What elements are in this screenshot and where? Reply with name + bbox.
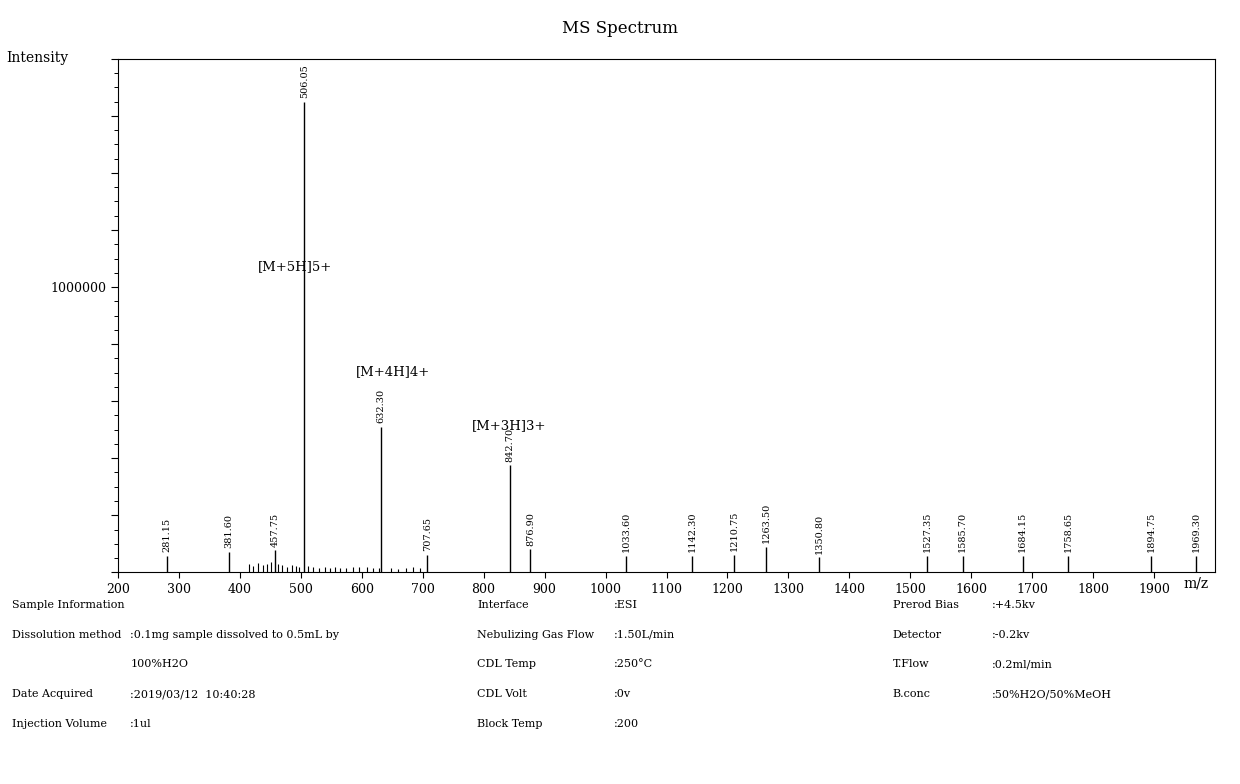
Text: :200: :200	[614, 719, 639, 729]
Text: :+4.5kv: :+4.5kv	[992, 600, 1035, 610]
Text: Interface: Interface	[477, 600, 529, 610]
Text: 1142.30: 1142.30	[688, 512, 697, 553]
Text: 1527.35: 1527.35	[923, 512, 931, 553]
Text: :2019/03/12  10:40:28: :2019/03/12 10:40:28	[130, 689, 255, 699]
Text: 1263.50: 1263.50	[761, 503, 771, 543]
Text: CDL Volt: CDL Volt	[477, 689, 527, 699]
Text: CDL Temp: CDL Temp	[477, 659, 537, 670]
Text: [M+5H]5+: [M+5H]5+	[258, 260, 332, 273]
Text: 1033.60: 1033.60	[621, 512, 630, 553]
Text: :250°C: :250°C	[614, 659, 653, 670]
Text: :1.50L/min: :1.50L/min	[614, 630, 675, 640]
Text: :1ul: :1ul	[130, 719, 151, 729]
Text: 381.60: 381.60	[224, 514, 233, 548]
Text: Detector: Detector	[893, 630, 942, 640]
Text: 632.30: 632.30	[377, 390, 386, 423]
Text: :ESI: :ESI	[614, 600, 637, 610]
Text: 1585.70: 1585.70	[959, 512, 967, 553]
Text: 1350.80: 1350.80	[815, 514, 823, 554]
Text: 457.75: 457.75	[270, 513, 279, 546]
Text: [M+3H]3+: [M+3H]3+	[471, 419, 546, 433]
Text: 281.15: 281.15	[162, 518, 172, 553]
Text: Intensity: Intensity	[6, 51, 68, 65]
Text: 876.90: 876.90	[526, 512, 534, 546]
Text: :0.1mg sample dissolved to 0.5mL by: :0.1mg sample dissolved to 0.5mL by	[130, 630, 340, 640]
Text: :0.2ml/min: :0.2ml/min	[992, 659, 1053, 670]
Text: 1758.65: 1758.65	[1064, 512, 1073, 553]
Text: 842.70: 842.70	[505, 428, 515, 462]
Text: 1684.15: 1684.15	[1018, 512, 1027, 553]
Text: MS Spectrum: MS Spectrum	[562, 20, 678, 37]
Text: :50%H2O/50%MeOH: :50%H2O/50%MeOH	[992, 689, 1112, 699]
Text: B.conc: B.conc	[893, 689, 931, 699]
Text: Nebulizing Gas Flow: Nebulizing Gas Flow	[477, 630, 594, 640]
Text: 100%H2O: 100%H2O	[130, 659, 188, 670]
Text: Date Acquired: Date Acquired	[12, 689, 93, 699]
Text: [M+4H]4+: [M+4H]4+	[356, 365, 430, 379]
Text: T.Flow: T.Flow	[893, 659, 930, 670]
Text: 1210.75: 1210.75	[729, 511, 739, 551]
Text: :-0.2kv: :-0.2kv	[992, 630, 1030, 640]
Text: Block Temp: Block Temp	[477, 719, 543, 729]
Text: 1894.75: 1894.75	[1147, 512, 1156, 553]
Text: m/z: m/z	[1184, 576, 1209, 590]
Text: Dissolution method: Dissolution method	[12, 630, 122, 640]
Text: :0v: :0v	[614, 689, 631, 699]
Text: 1969.30: 1969.30	[1192, 512, 1202, 553]
Text: Injection Volume: Injection Volume	[12, 719, 108, 729]
Text: 506.05: 506.05	[300, 64, 309, 98]
Text: 707.65: 707.65	[423, 517, 432, 551]
Text: Prerod Bias: Prerod Bias	[893, 600, 959, 610]
Text: Sample Information: Sample Information	[12, 600, 125, 610]
